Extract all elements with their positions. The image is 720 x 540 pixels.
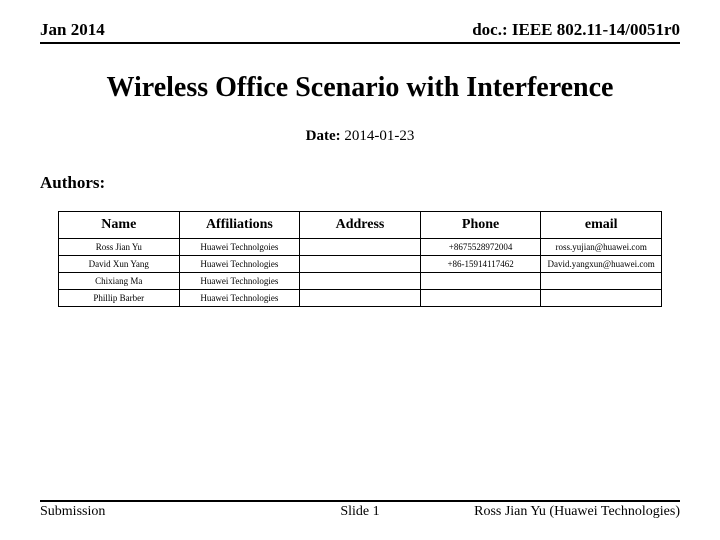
cell-affiliation: Huawei Technologies xyxy=(179,273,300,290)
table-header-row: Name Affiliations Address Phone email xyxy=(59,212,662,239)
page-title: Wireless Office Scenario with Interferen… xyxy=(40,72,680,104)
footer: Submission Slide 1 Ross Jian Yu (Huawei … xyxy=(40,500,680,520)
cell-affiliation: Huawei Technologies xyxy=(179,256,300,273)
cell-phone: +8675528972004 xyxy=(420,239,541,256)
col-affiliations: Affiliations xyxy=(179,212,300,239)
cell-phone xyxy=(420,290,541,307)
header-date: Jan 2014 xyxy=(40,20,105,40)
cell-name: Chixiang Ma xyxy=(59,273,180,290)
authors-heading: Authors: xyxy=(40,173,680,193)
cell-phone: +86-15914117462 xyxy=(420,256,541,273)
table-row: David Xun Yang Huawei Technologies +86-1… xyxy=(59,256,662,273)
table-row: Chixiang Ma Huawei Technologies xyxy=(59,273,662,290)
footer-left: Submission xyxy=(40,504,105,520)
cell-email xyxy=(541,290,662,307)
cell-affiliation: Huawei Technolgoies xyxy=(179,239,300,256)
cell-email: ross.yujian@huawei.com xyxy=(541,239,662,256)
table-body: Ross Jian Yu Huawei Technolgoies +867552… xyxy=(59,239,662,307)
cell-affiliation: Huawei Technologies xyxy=(179,290,300,307)
cell-name: Ross Jian Yu xyxy=(59,239,180,256)
cell-address xyxy=(300,290,421,307)
col-phone: Phone xyxy=(420,212,541,239)
cell-phone xyxy=(420,273,541,290)
table-row: Phillip Barber Huawei Technologies xyxy=(59,290,662,307)
cell-name: Phillip Barber xyxy=(59,290,180,307)
cell-address xyxy=(300,256,421,273)
date-label: Date: xyxy=(306,128,341,144)
cell-address xyxy=(300,273,421,290)
cell-address xyxy=(300,239,421,256)
authors-table-wrap: Name Affiliations Address Phone email Ro… xyxy=(40,211,680,307)
cell-name: David Xun Yang xyxy=(59,256,180,273)
header-doc-id: doc.: IEEE 802.11-14/0051r0 xyxy=(472,20,680,40)
footer-author: Ross Jian Yu (Huawei Technologies) xyxy=(474,504,680,520)
footer-slide-number: Slide 1 xyxy=(340,504,379,520)
cell-email: David.yangxun@huawei.com xyxy=(541,256,662,273)
authors-table: Name Affiliations Address Phone email Ro… xyxy=(58,211,662,307)
cell-email xyxy=(541,273,662,290)
date-line: Date: 2014-01-23 xyxy=(40,128,680,145)
col-name: Name xyxy=(59,212,180,239)
header: Jan 2014 doc.: IEEE 802.11-14/0051r0 xyxy=(40,20,680,44)
col-email: email xyxy=(541,212,662,239)
col-address: Address xyxy=(300,212,421,239)
date-value: 2014-01-23 xyxy=(344,128,414,144)
table-row: Ross Jian Yu Huawei Technolgoies +867552… xyxy=(59,239,662,256)
